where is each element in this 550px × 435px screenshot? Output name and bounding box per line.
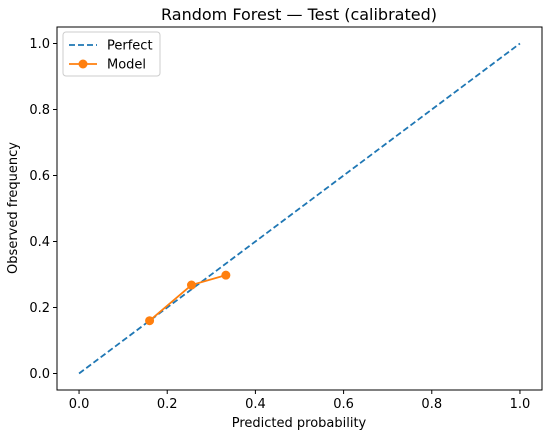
y-tick-label: 1.0 xyxy=(29,37,50,52)
y-tick-label: 0.8 xyxy=(29,103,50,118)
y-axis-label: Observed frequency xyxy=(6,142,21,274)
x-tick-label: 0.6 xyxy=(333,397,354,412)
series-layer xyxy=(78,42,521,375)
x-tick-label: 0.8 xyxy=(421,397,442,412)
y-tick-label: 0.6 xyxy=(29,169,50,184)
legend-perfect-label: Perfect xyxy=(107,39,153,54)
x-tick-label: 0.4 xyxy=(245,397,266,412)
perfect-series-line xyxy=(78,42,521,375)
model-point xyxy=(221,270,231,280)
chart-title: Random Forest — Test (calibrated) xyxy=(161,5,437,24)
y-tick-label: 0.2 xyxy=(29,301,50,316)
y-axis-ticks: 0.0 0.2 0.4 0.6 0.8 1.0 xyxy=(29,37,57,382)
x-axis-ticks: 0.0 0.2 0.4 0.6 0.8 1.0 xyxy=(69,390,531,412)
plot-frame xyxy=(56,26,543,391)
legend-model-marker xyxy=(78,59,88,69)
legend-model-label: Model xyxy=(107,58,146,73)
y-tick-label: 0.0 xyxy=(29,367,50,382)
legend: Perfect Model xyxy=(62,31,161,77)
y-tick-label: 0.4 xyxy=(29,235,50,250)
x-tick-label: 0.2 xyxy=(157,397,178,412)
model-series-line xyxy=(149,274,227,322)
x-axis-label: Predicted probability xyxy=(232,416,367,431)
model-point xyxy=(186,280,196,290)
x-tick-label: 1.0 xyxy=(510,397,531,412)
x-tick-label: 0.0 xyxy=(69,397,90,412)
model-point xyxy=(145,316,155,326)
